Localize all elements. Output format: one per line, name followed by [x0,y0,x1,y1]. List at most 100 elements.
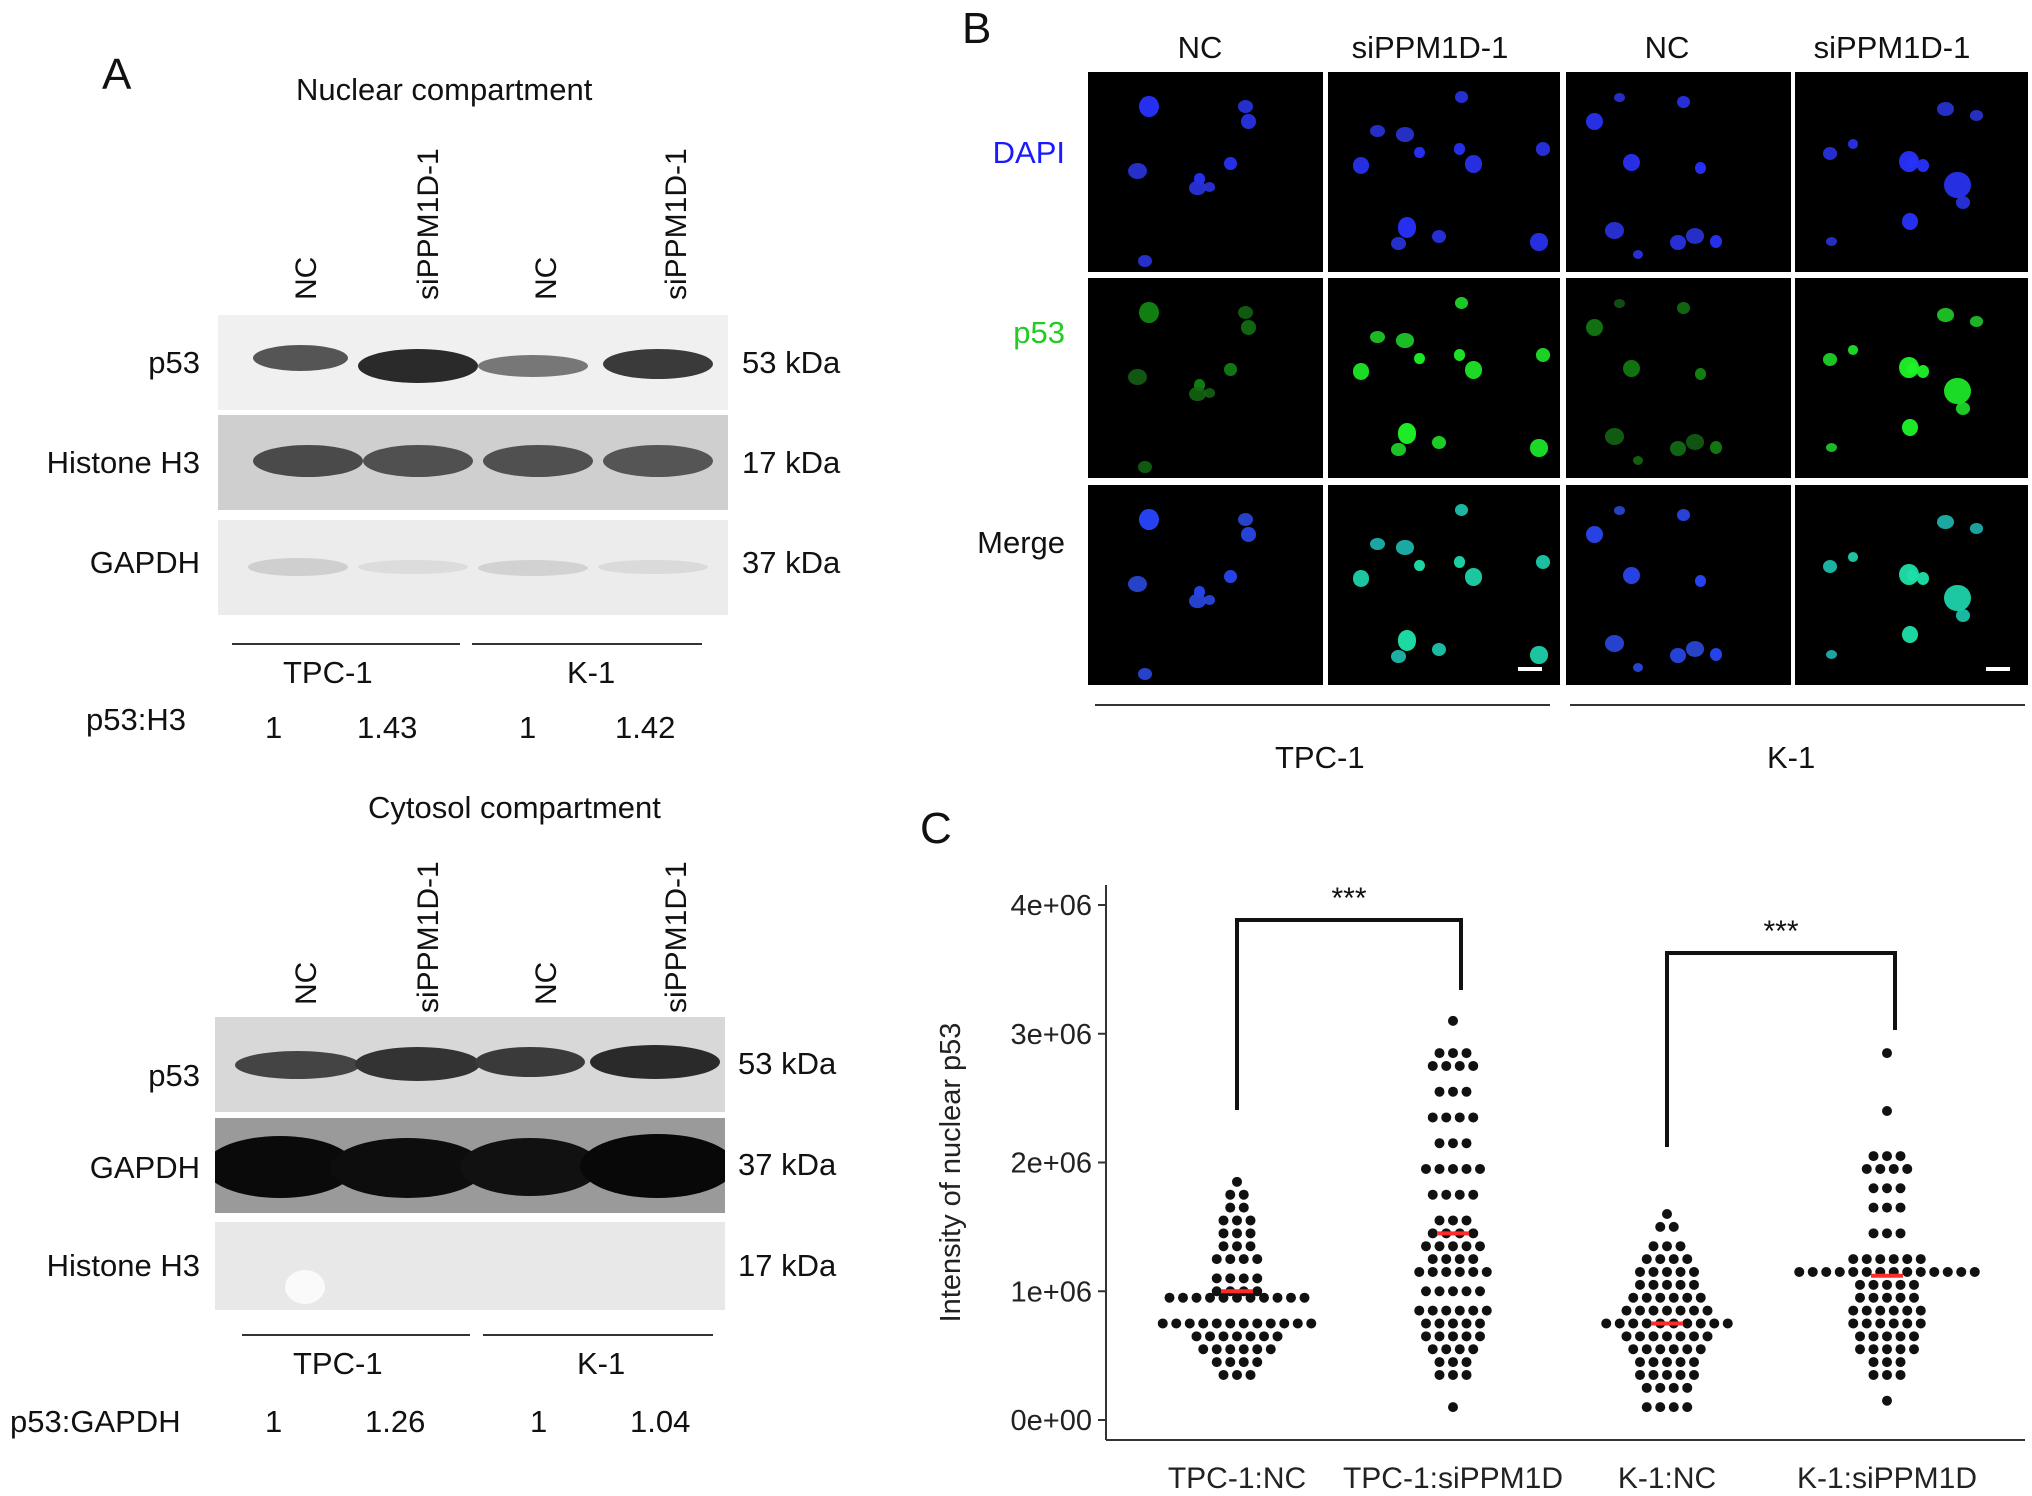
data-point [1655,1344,1666,1355]
micro-cell [1823,147,1838,161]
micro-cell [1622,153,1640,172]
data-point [1238,1273,1249,1284]
data-point [1882,1106,1892,1116]
micro-cell [1825,442,1838,453]
data-point [1848,1318,1859,1329]
data-point [1461,1086,1472,1097]
data-point [1461,1369,1472,1380]
nuclear-blot-p53 [218,315,728,410]
data-point [1641,1402,1652,1413]
data-point [1218,1292,1229,1303]
data-point [1299,1292,1310,1303]
data-point [1461,1318,1472,1329]
data-point [1441,1112,1452,1123]
micro-cell [1464,155,1483,173]
data-point [1218,1369,1229,1380]
nuclear-ratio-1: 1 [265,710,283,745]
data-point [1882,1357,1892,1368]
data-point [1635,1357,1645,1368]
data-point [1252,1318,1263,1329]
data-point [1655,1221,1666,1232]
data-point [1875,1163,1886,1174]
data-point [1662,1369,1672,1380]
data-point [1448,1215,1458,1226]
nuclear-group-k1: K-1 [567,655,616,690]
micro-cell [1397,630,1417,651]
data-point [1855,1279,1865,1290]
cytosol-group-tpc1: TPC-1 [293,1346,383,1381]
data-point [1895,1357,1906,1368]
micro-tile-r2-c1 [1088,278,1323,478]
micro-cell [1223,156,1237,171]
significance-label: *** [1763,915,1798,948]
cytosol-lane-1: NC [290,961,323,1005]
nuclear-row-h3: Histone H3 [46,445,200,480]
micro-cell [1622,566,1640,585]
micro-cell [1137,460,1153,474]
data-point [1895,1344,1906,1355]
y-tick-label: 2e+06 [1011,1148,1092,1180]
data-point [1178,1292,1188,1303]
data-point [1225,1357,1236,1368]
micro-col-1: NC [1177,30,1223,65]
data-point [1689,1305,1699,1316]
data-point [1421,1163,1431,1174]
micro-cell [1605,634,1625,652]
nuclear-kda-gapdh: 37 kDa [742,545,841,580]
micro-group-line-tpc1 [1095,704,1550,706]
data-point [1909,1344,1919,1355]
data-point [1942,1266,1953,1277]
data-point [1882,1344,1892,1355]
micro-cell [1453,556,1466,569]
micro-cell [1414,146,1425,159]
data-point [1157,1318,1168,1329]
micro-cell [1936,101,1954,117]
data-point [1225,1254,1236,1265]
data-point [1232,1176,1242,1187]
micro-cell [1431,435,1447,450]
data-point [1662,1266,1672,1277]
micro-cell [1391,237,1406,251]
data-point [1882,1369,1892,1380]
y-axis-label: Intensity of nuclear p53 [935,1023,967,1323]
micro-cell [1847,138,1859,149]
x-category-label: K-1:siPPM1D [1797,1462,1977,1495]
data-point [1441,1254,1452,1265]
cytosol-row-p53: p53 [148,1058,200,1093]
micro-cell [1137,254,1153,268]
data-point [1468,1228,1479,1239]
panel-c-letter: C [920,804,952,853]
data-point [1448,1318,1458,1329]
data-point [1272,1292,1283,1303]
cytosol-lane-4: siPPM1D-1 [660,861,693,1013]
data-point [1682,1292,1693,1303]
data-point [1807,1266,1818,1277]
data-point [1272,1331,1283,1342]
micro-cell [1397,217,1417,238]
data-point [1956,1266,1967,1277]
data-point [1655,1402,1666,1413]
micro-cell [1899,564,1919,586]
cytosol-group-line-k1 [483,1334,713,1336]
micro-cell [1613,506,1625,516]
data-point [1675,1279,1686,1290]
micro-cell [1899,357,1919,379]
micro-cell [1203,595,1215,606]
nuclear-kda-h3: 17 kDa [742,445,841,480]
data-point [1675,1331,1686,1342]
data-point [1675,1241,1686,1252]
data-point [1662,1357,1672,1368]
micro-cell [1535,555,1551,569]
micro-tile-r2-c4 [1795,278,2028,478]
micro-cell [1352,570,1370,587]
cytosol-ratio-1: 1 [265,1404,283,1439]
micro-cell [1847,344,1859,355]
data-point [1682,1318,1693,1329]
data-point [1448,1048,1458,1059]
micro-cell [1825,649,1838,660]
data-point [1461,1048,1472,1059]
data-point [1882,1395,1892,1406]
data-point [1252,1344,1263,1355]
panel-b-letter: B [962,4,992,53]
data-point [1205,1331,1215,1342]
